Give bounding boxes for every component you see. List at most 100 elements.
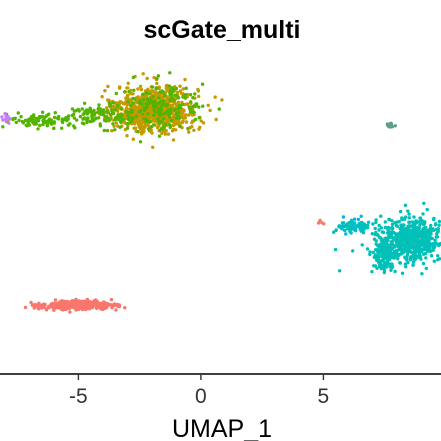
cell-point-series-3: [421, 212, 425, 216]
cell-point-series-1: [49, 120, 53, 124]
cell-point-series-0: [173, 101, 177, 106]
cell-point-series-0: [170, 129, 175, 133]
cell-point-series-3: [368, 252, 372, 257]
cell-point-series-0: [169, 103, 173, 108]
cell-point-series-0: [126, 86, 130, 90]
cell-point-series-3: [371, 250, 375, 255]
cell-point-series-1: [65, 118, 69, 123]
cell-point-series-3: [406, 224, 410, 229]
cell-point-series-1: [113, 117, 118, 122]
cell-point-series-1: [168, 125, 172, 130]
cell-point-series-1: [111, 101, 116, 105]
cell-point-series-3: [332, 230, 336, 234]
cell-point-series-1: [154, 86, 159, 90]
cell-point-series-1: [201, 104, 205, 108]
cell-point-series-1: [169, 97, 173, 101]
cell-point-series-3: [419, 257, 423, 261]
cell-point-series-1: [151, 94, 155, 99]
cell-point-series-3: [399, 223, 403, 227]
cell-point-series-2: [359, 214, 363, 218]
cell-point-series-3: [429, 223, 433, 228]
cell-point-series-1: [167, 115, 172, 119]
cell-point-series-1: [161, 117, 166, 121]
cell-point-series-3: [429, 254, 434, 258]
cell-point-series-1: [200, 82, 205, 86]
cell-point-series-1: [24, 118, 29, 123]
cell-point-series-1: [90, 111, 94, 115]
cell-point-series-3: [407, 227, 411, 232]
cell-point-series-3: [389, 268, 393, 272]
cell-point-series-1: [45, 119, 50, 124]
cell-point-series-1: [52, 115, 57, 120]
cell-point-series-3: [409, 232, 413, 237]
cell-point-series-1: [123, 90, 127, 94]
cell-point-series-1: [195, 102, 199, 106]
cell-point-series-3: [377, 223, 381, 228]
cell-point-series-4: [29, 300, 33, 305]
cell-point-series-0: [139, 130, 144, 134]
cell-point-series-0: [141, 72, 145, 76]
cell-point-series-1: [126, 117, 131, 122]
cell-point-series-3: [378, 261, 382, 266]
cell-point-series-3: [422, 230, 426, 234]
cell-point-series-3: [370, 270, 374, 274]
cell-point-series-4: [63, 302, 67, 307]
x-tick-label: -5: [69, 385, 88, 408]
cell-point-series-3: [389, 232, 393, 237]
cell-point-series-1: [127, 110, 131, 115]
cell-point-series-3: [393, 221, 397, 225]
cell-point-series-0: [125, 134, 129, 138]
cell-point-series-1: [178, 124, 182, 129]
cell-point-series-0: [160, 131, 164, 136]
cell-point-series-1: [124, 110, 129, 114]
cell-point-series-0: [198, 125, 202, 129]
cell-point-series-1: [105, 109, 109, 114]
cell-point-series-3: [414, 236, 418, 240]
cell-point-series-4: [23, 305, 28, 310]
cell-point-series-3: [404, 258, 409, 262]
cell-point-series-3: [361, 221, 365, 226]
cell-point-series-1: [38, 123, 42, 128]
cell-point-series-1: [138, 109, 143, 113]
cell-point-series-3: [406, 209, 410, 213]
cell-point-series-3: [390, 262, 394, 266]
cell-point-series-1: [97, 103, 101, 107]
cell-point-series-3: [351, 221, 355, 225]
cell-point-series-3: [337, 269, 342, 273]
cell-point-series-1: [157, 134, 162, 138]
cell-point-series-3: [404, 265, 408, 269]
cell-point-series-1: [193, 104, 197, 109]
cell-point-series-1: [169, 118, 174, 123]
cell-point-series-3: [405, 235, 409, 239]
cell-point-series-3: [349, 225, 353, 229]
cell-point-series-3: [420, 235, 424, 239]
cell-point-series-1: [163, 122, 168, 126]
cell-point-series-3: [370, 232, 374, 236]
cell-point-series-3: [390, 225, 394, 230]
cell-point-series-1: [173, 93, 177, 97]
cell-point-series-3: [402, 239, 406, 243]
cell-point-series-4: [71, 304, 75, 309]
cell-point-series-3: [343, 228, 347, 233]
cell-point-series-3: [337, 225, 341, 229]
cell-point-series-3: [423, 251, 428, 256]
cell-point-series-1: [98, 122, 102, 126]
cell-point-series-3: [371, 222, 375, 226]
cell-point-series-1: [159, 104, 164, 108]
cell-point-series-3: [394, 241, 399, 245]
cell-point-series-1: [113, 108, 118, 112]
cell-point-series-1: [102, 118, 107, 123]
cell-point-series-1: [161, 98, 166, 103]
cell-point-series-1: [119, 113, 123, 117]
cell-point-series-3: [400, 271, 405, 275]
cell-point-series-0: [144, 94, 149, 98]
cell-point-series-0: [192, 128, 196, 132]
cell-point-series-0: [150, 89, 154, 93]
cell-point-series-1: [107, 100, 112, 105]
cell-point-series-4: [318, 218, 322, 223]
cell-point-series-1: [131, 75, 136, 80]
cell-point-series-3: [372, 264, 376, 268]
cell-point-series-3: [437, 219, 441, 224]
cell-point-series-1: [60, 126, 64, 130]
cell-point-series-0: [196, 89, 201, 93]
